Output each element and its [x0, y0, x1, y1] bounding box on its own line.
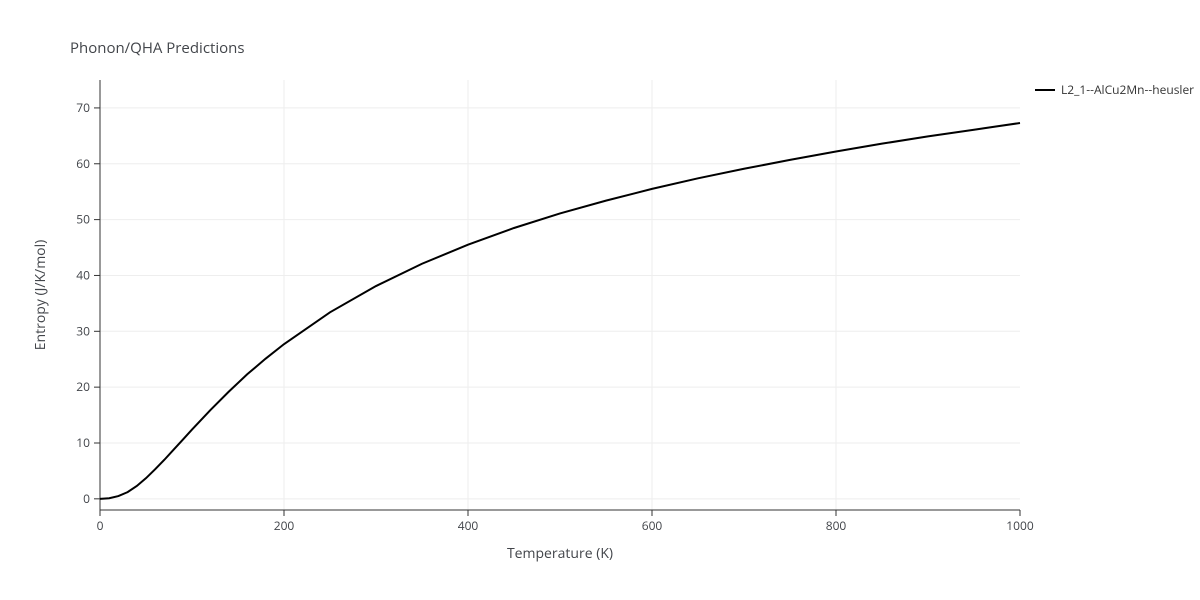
chart-title: Phonon/QHA Predictions [70, 38, 245, 58]
y-axis-label: Entropy (J/K/mol) [31, 240, 50, 351]
y-tick-label: 20 [76, 378, 90, 395]
x-tick-label: 1000 [1006, 517, 1034, 534]
chart-svg: 0 200 400 600 800 1000 0 10 20 30 40 50 60 70 Temperat… [0, 0, 1200, 600]
y-tick-label: 30 [76, 322, 90, 339]
x-axis-label: Temperature (K) [507, 544, 613, 563]
x-tick-label: 800 [826, 517, 847, 534]
y-tick-label: 10 [76, 434, 90, 451]
x-tick-label: 200 [274, 517, 295, 534]
y-tick-label: 60 [76, 155, 90, 172]
series-line [100, 123, 1020, 499]
legend-label: L2_1--AlCu2Mn--heusler [1061, 81, 1194, 98]
y-tick-label: 50 [76, 211, 90, 228]
y-tick-label: 70 [76, 99, 90, 116]
x-tick-label: 600 [642, 517, 663, 534]
chart-container: Phonon/QHA Predictions 02004006008001000… [0, 0, 1200, 600]
x-tick-label: 400 [458, 517, 479, 534]
y-tick-label: 40 [76, 266, 90, 283]
x-tick-label: 0 [97, 517, 104, 534]
y-tick-label: 0 [83, 490, 90, 507]
